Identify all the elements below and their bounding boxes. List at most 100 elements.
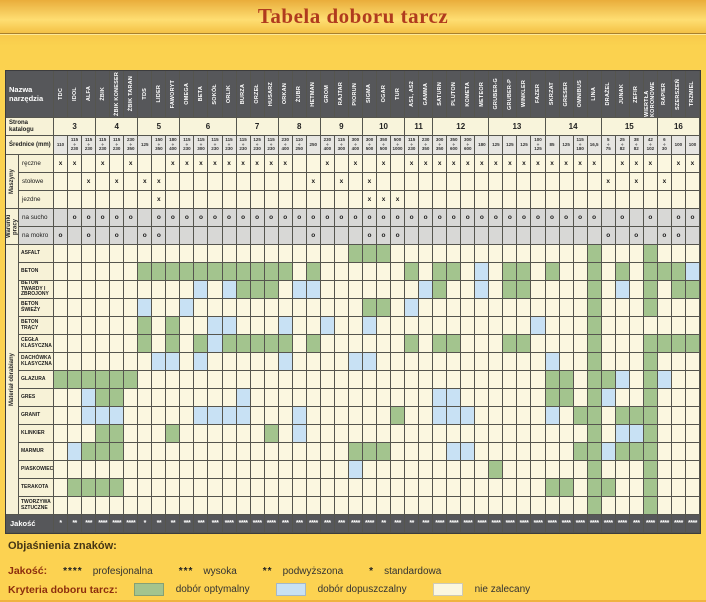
optimal-cell bbox=[587, 353, 602, 371]
material-cell bbox=[615, 299, 630, 317]
material-cell bbox=[685, 443, 700, 461]
material-cell bbox=[110, 245, 125, 263]
optimal-cell bbox=[264, 281, 279, 299]
machine-mark-cell bbox=[531, 173, 546, 191]
material-cell bbox=[54, 407, 69, 425]
material-cell bbox=[68, 335, 83, 353]
optimal-cell bbox=[685, 335, 700, 353]
tool-column-header: ŻBIK KONESER bbox=[110, 71, 125, 118]
material-cell bbox=[405, 353, 420, 371]
material-cell bbox=[222, 497, 237, 515]
page-number-cell: 15 bbox=[601, 118, 658, 136]
optimal-cell bbox=[643, 443, 658, 461]
material-cell bbox=[194, 389, 209, 407]
material-cell bbox=[334, 443, 349, 461]
optimal-cell bbox=[110, 479, 125, 497]
material-cell bbox=[489, 389, 504, 407]
material-cell bbox=[208, 281, 223, 299]
material-cell bbox=[573, 425, 588, 443]
material-cell bbox=[96, 335, 111, 353]
material-cell bbox=[82, 317, 97, 335]
material-cell bbox=[152, 335, 167, 353]
material-cell bbox=[629, 281, 644, 299]
optimal-cell bbox=[643, 407, 658, 425]
optimal-cell bbox=[643, 263, 658, 281]
acceptable-cell bbox=[601, 389, 616, 407]
material-cell bbox=[138, 479, 153, 497]
material-cell bbox=[362, 371, 377, 389]
condition-mark-cell: o bbox=[306, 209, 321, 227]
material-cell bbox=[278, 497, 293, 515]
machine-mark-cell bbox=[334, 155, 349, 173]
material-cell bbox=[334, 479, 349, 497]
quality-stars-cell: *** bbox=[419, 515, 434, 533]
material-cell bbox=[166, 407, 181, 425]
material-cell bbox=[447, 299, 462, 317]
machine-mark-cell: x bbox=[96, 155, 111, 173]
material-cell bbox=[292, 299, 307, 317]
optimal-cell bbox=[96, 389, 111, 407]
machine-mark-cell bbox=[208, 191, 223, 209]
optimal-cell bbox=[208, 263, 223, 281]
material-cell bbox=[152, 389, 167, 407]
material-cell bbox=[138, 371, 153, 389]
material-cell bbox=[138, 245, 153, 263]
machine-row-label: stołowe bbox=[19, 173, 54, 191]
machine-mark-cell bbox=[180, 191, 195, 209]
machine-mark-cell bbox=[68, 173, 83, 191]
condition-mark-cell: o bbox=[110, 227, 125, 245]
machine-mark-cell: x bbox=[376, 155, 392, 173]
condition-mark-cell bbox=[629, 209, 644, 227]
material-cell bbox=[236, 371, 251, 389]
quality-stars-cell: **** bbox=[615, 515, 630, 533]
quality-stars-cell: **** bbox=[110, 515, 125, 533]
tool-column-header: GRUBER-P bbox=[503, 71, 518, 118]
stars-4: **** bbox=[63, 565, 83, 577]
condition-mark-cell: o bbox=[166, 209, 181, 227]
machine-mark-cell bbox=[419, 191, 434, 209]
material-cell bbox=[489, 443, 504, 461]
tool-column-header: BURZA bbox=[236, 71, 251, 118]
condition-mark-cell: o bbox=[475, 209, 490, 227]
condition-mark-cell: o bbox=[587, 209, 602, 227]
machine-mark-cell bbox=[250, 173, 265, 191]
tool-column-header: SZERSZEŃ bbox=[671, 71, 686, 118]
material-cell bbox=[96, 299, 111, 317]
optimal-cell bbox=[559, 389, 574, 407]
material-cell bbox=[419, 497, 434, 515]
material-cell bbox=[419, 425, 434, 443]
material-cell bbox=[545, 443, 560, 461]
material-cell bbox=[264, 443, 279, 461]
material-cell bbox=[545, 299, 560, 317]
acceptable-cell bbox=[433, 389, 448, 407]
optimal-cell bbox=[587, 389, 602, 407]
optimal-cell bbox=[629, 407, 644, 425]
material-cell bbox=[82, 281, 97, 299]
optimal-cell bbox=[587, 317, 602, 335]
machine-mark-cell: x bbox=[489, 155, 504, 173]
material-cell bbox=[447, 317, 462, 335]
diameter-cell: 230 ÷ 400 bbox=[320, 136, 335, 155]
condition-mark-cell bbox=[222, 227, 237, 245]
tool-column-header: PLUTON bbox=[447, 71, 462, 118]
material-cell bbox=[264, 353, 279, 371]
stars-2: ** bbox=[262, 565, 273, 577]
condition-mark-cell bbox=[334, 227, 349, 245]
material-cell bbox=[68, 497, 83, 515]
machine-mark-cell: x bbox=[250, 155, 265, 173]
condition-mark-cell bbox=[292, 227, 307, 245]
acceptable-cell bbox=[292, 407, 307, 425]
optimal-cell bbox=[573, 443, 588, 461]
material-cell bbox=[320, 461, 335, 479]
machine-mark-cell bbox=[54, 191, 69, 209]
material-cell bbox=[475, 245, 490, 263]
page-number-cell: 5 bbox=[138, 118, 181, 136]
material-cell bbox=[110, 263, 125, 281]
tool-column-header: TUR bbox=[391, 71, 406, 118]
diameter-cell: 110 ÷ 250 bbox=[292, 136, 307, 155]
optimal-cell bbox=[643, 299, 658, 317]
material-cell bbox=[138, 407, 153, 425]
material-cell bbox=[208, 245, 223, 263]
quality-item: *** wysoka bbox=[179, 566, 237, 577]
quality-stars-cell: **** bbox=[250, 515, 265, 533]
